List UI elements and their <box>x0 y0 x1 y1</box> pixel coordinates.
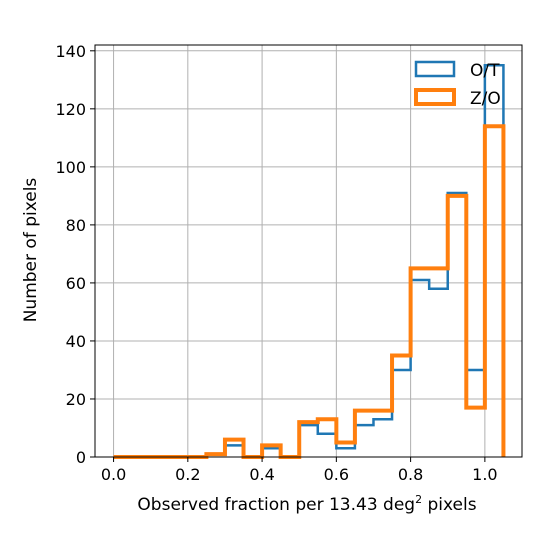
y-tick-label: 60 <box>66 274 86 293</box>
y-tick-label: 140 <box>55 42 86 61</box>
y-tick-label: 80 <box>66 216 86 235</box>
x-tick-label: 0.4 <box>249 465 274 484</box>
legend-label: O/T <box>470 61 500 81</box>
y-tick-label: 20 <box>66 390 86 409</box>
x-tick-label: 0.0 <box>101 465 126 484</box>
x-axis-label: Observed fraction per 13.43 deg2 pixels <box>137 493 476 515</box>
x-tick-label: 1.0 <box>472 465 497 484</box>
x-tick-label: 0.2 <box>175 465 200 484</box>
x-tick-label: 0.6 <box>324 465 349 484</box>
y-tick-label: 100 <box>55 158 86 177</box>
y-tick-label: 120 <box>55 100 86 119</box>
y-axis-label: Number of pixels <box>21 178 41 323</box>
y-tick-label: 40 <box>66 332 86 351</box>
x-tick-label: 0.8 <box>398 465 423 484</box>
y-tick-label: 0 <box>76 448 86 467</box>
legend-label: Z/O <box>470 89 501 109</box>
